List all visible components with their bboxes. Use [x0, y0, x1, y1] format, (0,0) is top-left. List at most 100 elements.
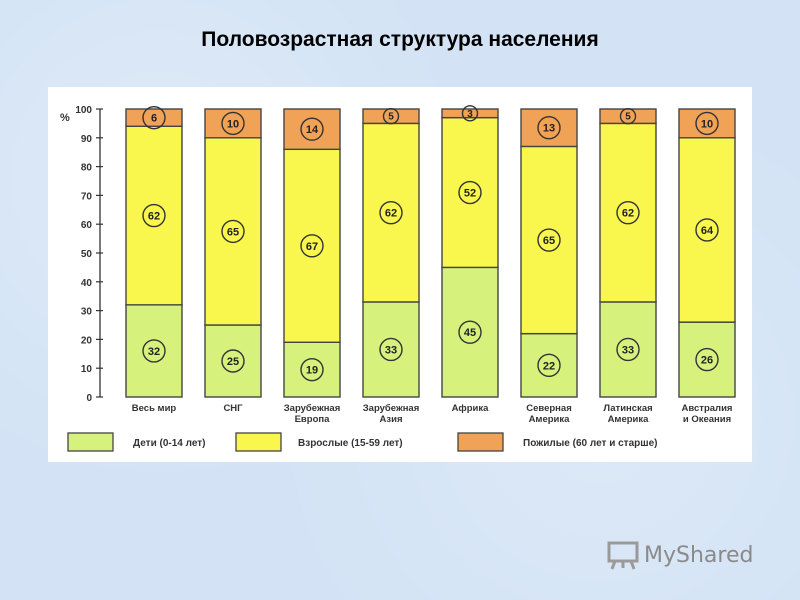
- legend-swatch: [235, 432, 282, 452]
- value-circle: [142, 105, 166, 130]
- data-label: 33: [385, 344, 397, 356]
- value-circle: [537, 116, 561, 140]
- data-label: 26: [701, 355, 713, 367]
- data-label: 45: [464, 327, 476, 339]
- value-circle: [695, 111, 719, 136]
- y-tick-label: 100: [75, 105, 92, 116]
- bar-segment: [204, 108, 262, 139]
- data-label: 64: [701, 225, 714, 237]
- data-label: 65: [227, 226, 239, 238]
- value-circle: [379, 337, 403, 362]
- data-label: 62: [622, 208, 634, 220]
- data-label: 6: [151, 113, 157, 125]
- slide-title: Половозрастная структура населения: [201, 28, 599, 51]
- x-tick-label: Африка: [452, 403, 490, 414]
- data-label: 3: [467, 109, 473, 120]
- bar-segment: [283, 341, 341, 398]
- data-label: 5: [625, 112, 631, 123]
- data-label: 10: [227, 118, 239, 130]
- legend-swatch: [67, 432, 114, 452]
- data-label: 14: [306, 124, 319, 136]
- watermark-text: MyShared: [644, 542, 754, 568]
- presentation-board-icon: [607, 541, 639, 570]
- value-circle: [537, 353, 561, 378]
- data-label: 65: [543, 235, 555, 247]
- value-circle: [300, 117, 324, 141]
- x-tick-label: Зарубежная: [363, 403, 420, 414]
- data-label: 10: [701, 118, 713, 130]
- legend-label: Взрослые (15-59 лет): [298, 438, 403, 449]
- x-tick-label: Весь мир: [132, 403, 177, 414]
- bar-segment: [204, 324, 262, 398]
- bar-segment: [678, 321, 736, 398]
- x-tick-label: СНГ: [223, 403, 243, 414]
- value-circle: [458, 320, 482, 344]
- value-circle: [695, 218, 719, 242]
- value-circle: [221, 111, 245, 136]
- value-circle: [537, 228, 561, 252]
- x-tick-label: Северная: [526, 403, 572, 414]
- legend-swatch: [457, 432, 504, 452]
- bar-segment: [520, 145, 578, 335]
- bar-segment: [441, 116, 499, 269]
- bar-segment: [283, 108, 341, 151]
- value-circle: [461, 105, 479, 122]
- y-tick-label: 0: [86, 393, 92, 404]
- x-tick-label: Америка: [608, 414, 650, 425]
- bar-segment: [678, 108, 736, 139]
- value-circle: [616, 337, 640, 362]
- value-circle: [142, 339, 166, 363]
- value-circle: [142, 203, 166, 228]
- bar-segment: [599, 301, 657, 398]
- bar-segment: [125, 108, 183, 127]
- bar-segment: [125, 304, 183, 398]
- value-circle: [458, 180, 482, 205]
- value-circle: [619, 108, 637, 125]
- value-circle: [221, 219, 245, 244]
- bar-segment: [283, 148, 341, 343]
- data-label: 33: [622, 344, 634, 356]
- data-label: 62: [385, 208, 397, 220]
- bar-segment: [520, 108, 578, 148]
- bar-segment: [125, 125, 183, 306]
- data-label: 25: [227, 356, 239, 368]
- chart-panel: 0 10 20 30 40 50 60 70 80 90 100% 32 62 6 Весь мир 25 65…: [48, 87, 752, 462]
- value-circle: [616, 200, 640, 225]
- x-tick-label: Азия: [380, 414, 403, 425]
- value-circle: [300, 357, 324, 382]
- y-tick-label: 30: [81, 307, 93, 318]
- data-label: 5: [388, 112, 394, 123]
- watermark-logo: MyShared: [606, 537, 766, 573]
- x-tick-label: Австралия: [682, 403, 733, 414]
- bar-segment: [204, 137, 262, 326]
- x-tick-label: Зарубежная: [284, 403, 341, 414]
- x-tick-label: Америка: [529, 414, 571, 425]
- y-tick-label: 50: [81, 249, 93, 260]
- y-tick-label: 90: [81, 134, 93, 145]
- y-tick-label: 40: [81, 278, 93, 289]
- data-label: 19: [306, 365, 318, 377]
- legend-label: Дети (0-14 лет): [133, 438, 206, 449]
- data-label: 13: [543, 123, 555, 135]
- value-circle: [379, 200, 403, 225]
- x-tick-label: Европа: [295, 414, 331, 425]
- bar-segment: [441, 266, 499, 398]
- y-tick-label: 60: [81, 220, 93, 231]
- y-tick-label: 70: [81, 191, 93, 202]
- data-label: 22: [543, 360, 555, 372]
- legend-label: Пожилые (60 лет и старше): [523, 438, 657, 449]
- value-circle: [695, 347, 719, 372]
- value-circle: [382, 108, 400, 125]
- data-label: 32: [148, 346, 160, 358]
- value-circle: [221, 349, 245, 373]
- y-tick-label: 20: [81, 335, 93, 346]
- bar-segment: [362, 301, 420, 398]
- bar-segment: [441, 108, 499, 119]
- data-label: 67: [306, 241, 318, 253]
- y-tick-label: 80: [81, 163, 93, 174]
- value-circle: [300, 234, 324, 258]
- y-tick-label: 10: [81, 364, 93, 375]
- data-label: 52: [464, 188, 476, 200]
- x-tick-label: Латинская: [603, 403, 652, 414]
